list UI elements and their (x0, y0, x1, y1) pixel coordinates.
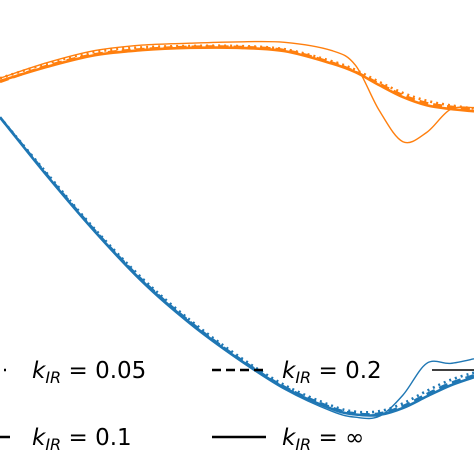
legend: kIR = 0.05 kIR = 0.2 kIR = 0.1 kIR = ∞ (0, 358, 474, 454)
legend-label: kIR = 0.05 (32, 358, 146, 387)
series-line-blue-thin-solid (0, 116, 474, 420)
legend-label: kIR = ∞ (282, 425, 364, 454)
series-line-orange-thin-solid (0, 40, 474, 144)
legend-label: kIR = 0.1 (32, 425, 132, 454)
series-line-orange-dotted (0, 44, 474, 110)
plot-area (0, 40, 474, 420)
series-line-orange-solid (0, 46, 474, 113)
series-line-blue-dotted (0, 116, 474, 414)
legend-label: kIR = 0.2 (282, 358, 382, 387)
